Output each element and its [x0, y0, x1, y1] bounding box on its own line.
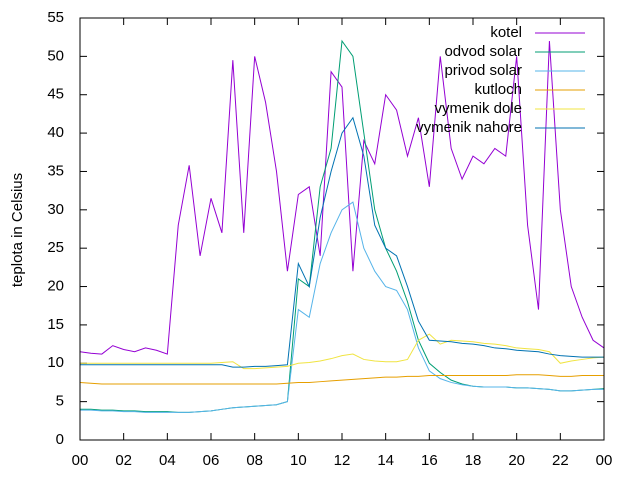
legend-label: kotel [490, 24, 522, 41]
y-tick-label: 5 [56, 393, 64, 410]
x-tick-label: 16 [421, 452, 438, 469]
x-tick-label: 02 [115, 452, 132, 469]
y-tick-label: 0 [56, 431, 64, 448]
y-tick-label: 55 [47, 9, 64, 26]
x-tick-label: 12 [334, 452, 351, 469]
series-line [80, 333, 605, 370]
x-tick-label: 10 [290, 452, 307, 469]
y-tick-label: 10 [47, 354, 64, 371]
legend-label: vymenik nahore [416, 119, 522, 136]
x-tick-label: 18 [465, 452, 482, 469]
y-tick-label: 20 [47, 278, 64, 295]
legend-label: privod solar [444, 62, 522, 79]
y-tick-label: 15 [47, 316, 64, 333]
series-line [80, 39, 605, 413]
y-axis-label: teplota in Celsius [9, 173, 26, 287]
x-tick-label: 06 [203, 452, 220, 469]
x-tick-label: 00 [596, 452, 613, 469]
legend-label: odvod solar [444, 43, 522, 60]
x-tick-label: 20 [508, 452, 525, 469]
y-tick-label: 25 [47, 239, 64, 256]
series-line [79, 40, 605, 355]
plot-border [79, 17, 605, 441]
y-tick-label: 35 [47, 162, 64, 179]
x-tick-label: 22 [552, 452, 569, 469]
series-line [79, 374, 604, 385]
legend-label: kutloch [474, 81, 522, 98]
series-line [80, 201, 604, 413]
y-tick-label: 40 [47, 124, 64, 141]
y-tick-label: 45 [47, 86, 64, 103]
x-tick-label: 14 [377, 452, 394, 469]
y-tick-label: 50 [47, 47, 64, 64]
x-tick-label: 04 [159, 452, 176, 469]
legend-label: vymenik dole [434, 100, 522, 117]
x-tick-label: 00 [72, 452, 89, 469]
x-tick-label: 08 [246, 452, 263, 469]
y-tick-label: 30 [47, 201, 64, 218]
series-line [80, 116, 604, 368]
